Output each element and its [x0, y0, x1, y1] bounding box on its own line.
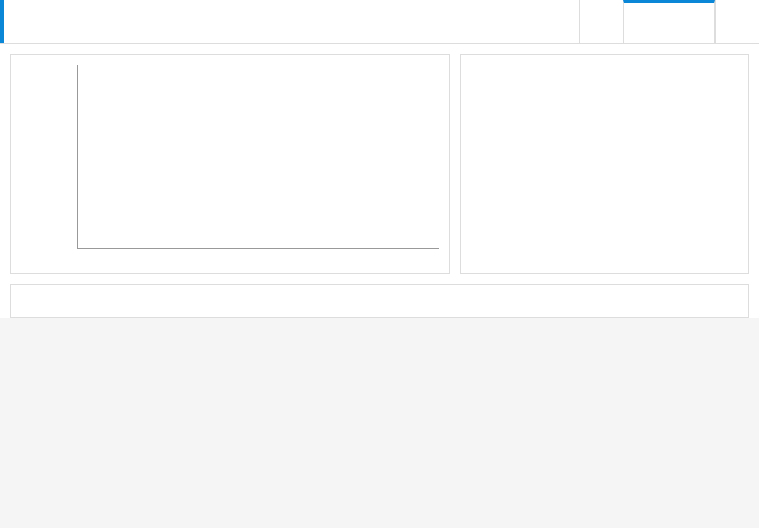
header — [0, 0, 759, 44]
page — [0, 0, 759, 318]
plot-area — [77, 65, 439, 249]
legend — [37, 285, 748, 317]
eight-systems-table — [37, 285, 748, 317]
prev-year-button[interactable] — [579, 0, 623, 43]
eight-systems-panel — [10, 284, 749, 318]
typical-faults-panel — [460, 54, 749, 274]
y-axis — [37, 65, 77, 249]
eight-systems-label — [11, 285, 37, 317]
year-tab[interactable] — [623, 0, 715, 43]
yearly-bar-chart — [37, 55, 449, 273]
yearly-stats-label — [11, 55, 37, 273]
typical-faults-label — [469, 61, 495, 267]
top-row — [0, 44, 759, 284]
next-year-button[interactable] — [715, 0, 759, 43]
year-nav — [579, 0, 759, 43]
yearly-stats-panel — [10, 54, 450, 274]
page-title — [0, 0, 579, 43]
typical-faults-list — [495, 61, 740, 267]
